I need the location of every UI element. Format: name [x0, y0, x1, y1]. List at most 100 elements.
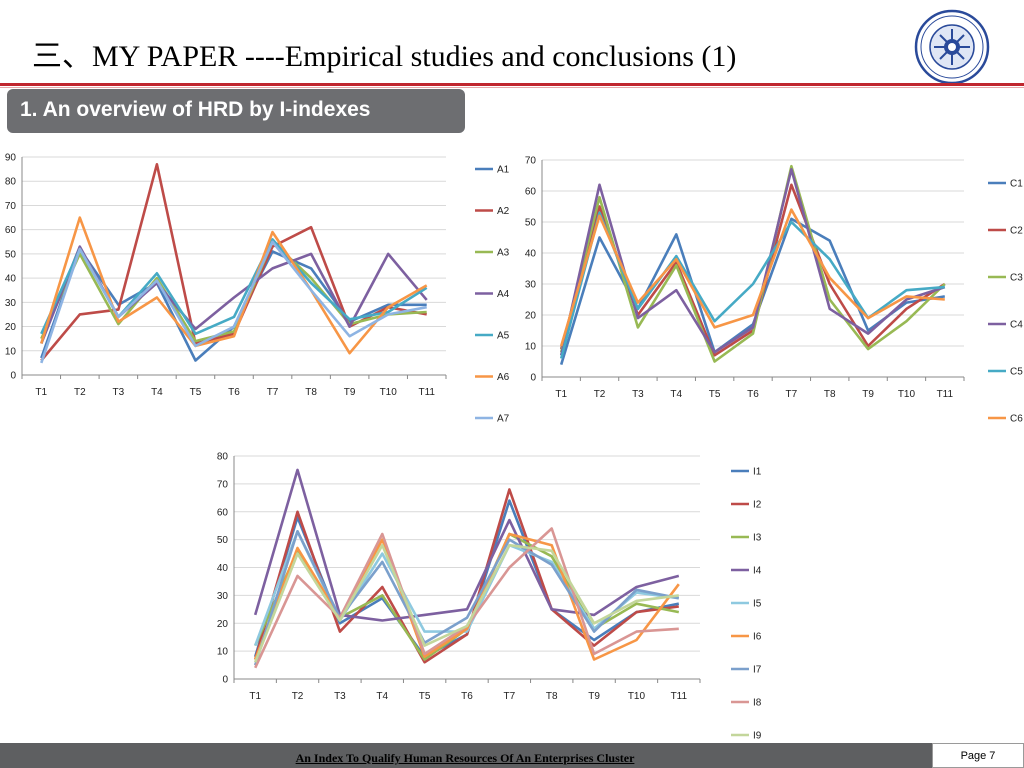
y-tick-label: 30 [5, 298, 17, 309]
series-line-i4 [253, 468, 680, 622]
y-tick-label: 50 [525, 218, 537, 229]
y-tick-label: 70 [525, 156, 537, 167]
legend-label-c5: C5 [1010, 367, 1023, 378]
footer-text: An Index To Qualify Human Resources Of A… [295, 751, 635, 765]
x-tick-label: T8 [305, 387, 317, 398]
y-tick-label: 70 [5, 201, 17, 212]
x-tick-label: T8 [824, 389, 836, 400]
y-tick-label: 0 [222, 675, 228, 686]
x-tick-label: T6 [461, 691, 473, 702]
chart-c-indexes: 0 10 20 30 40 50 60 70 T1 T2 T3 T4 T5 T6 T7 T8 T9 T10 T11 C… [525, 156, 1023, 425]
y-tick-label: 40 [5, 274, 17, 285]
y-tick-label: 20 [217, 619, 229, 630]
x-tick-label: T6 [228, 387, 240, 398]
x-tick-label: T2 [594, 389, 606, 400]
footer-bar [0, 743, 1024, 768]
legend-label-i5: I5 [753, 599, 762, 610]
series-line-c1 [559, 217, 946, 365]
y-tick-label: 30 [217, 591, 229, 602]
legend-label-a5: A5 [497, 331, 510, 342]
y-tick-label: 10 [217, 647, 229, 658]
legend-label-i2: I2 [753, 500, 762, 511]
legend-label-c6: C6 [1010, 414, 1023, 425]
series-line-c6 [559, 208, 945, 347]
legend-label-i4: I4 [753, 566, 762, 577]
university-seal-logo [914, 9, 990, 85]
x-tick-label: T9 [588, 691, 600, 702]
x-tick-label: T5 [419, 691, 431, 702]
section-heading: 1. An overview of HRD by I-indexes [20, 98, 371, 121]
legend-label-i3: I3 [753, 533, 762, 544]
x-tick-label: T5 [709, 389, 721, 400]
x-tick-label: T3 [334, 691, 346, 702]
y-tick-label: 0 [530, 373, 536, 384]
x-tick-label: T3 [113, 387, 125, 398]
y-tick-label: 70 [217, 479, 229, 490]
series-line-i6 [253, 532, 680, 661]
x-tick-label: T7 [267, 387, 279, 398]
x-tick-label: T4 [376, 691, 388, 702]
series-line-a3 [40, 240, 427, 343]
legend-label-a6: A6 [497, 372, 510, 383]
y-tick-label: 20 [5, 322, 17, 333]
x-tick-label: T4 [670, 389, 682, 400]
y-tick-label: 30 [525, 280, 537, 291]
y-tick-label: 10 [5, 346, 17, 357]
series-line-a1 [40, 247, 427, 362]
legend-label-a1: A1 [497, 165, 510, 176]
legend-label-i1: I1 [753, 467, 762, 478]
y-tick-label: 60 [217, 507, 229, 518]
legend-label-i9: I9 [753, 731, 762, 742]
legend-label-c1: C1 [1010, 179, 1023, 190]
series-line-i7 [253, 530, 680, 666]
x-tick-label: T7 [504, 691, 516, 702]
series-line-a6 [40, 216, 428, 355]
x-tick-label: T1 [555, 389, 567, 400]
chart-a-indexes: 0 10 20 30 40 50 60 70 80 90 T1 T2 T3 T4 T5 T6 T7 T8 T9 T10… [5, 153, 510, 425]
legend-label-a4: A4 [497, 289, 510, 300]
y-tick-label: 40 [525, 249, 537, 260]
x-tick-label: T1 [249, 691, 261, 702]
legend-label-i6: I6 [753, 632, 762, 643]
x-tick-label: T7 [786, 389, 798, 400]
y-tick-label: 20 [525, 311, 537, 322]
x-tick-label: T11 [671, 691, 688, 702]
x-tick-label: T9 [862, 389, 874, 400]
header-rule-thin [0, 87, 1024, 88]
page-title: 三、MY PAPER ----Empirical studies and con… [32, 40, 737, 73]
chart-i-indexes: 0 10 20 30 40 50 60 70 80 T1 T2 T3 T4 T5 T6 T7 T8 T9 T10 T1… [217, 452, 762, 742]
y-tick-label: 50 [5, 249, 17, 260]
x-tick-label: T10 [898, 389, 916, 400]
x-tick-label: T8 [546, 691, 558, 702]
legend-label-c4: C4 [1010, 320, 1023, 331]
legend-label-i7: I7 [753, 665, 762, 676]
y-tick-label: 80 [5, 177, 17, 188]
y-tick-label: 90 [5, 153, 17, 164]
legend-label-a2: A2 [497, 206, 510, 217]
y-tick-label: 10 [525, 342, 537, 353]
y-tick-label: 60 [5, 225, 17, 236]
x-tick-label: T9 [344, 387, 356, 398]
series-line-i8 [254, 527, 679, 669]
x-tick-label: T5 [190, 387, 202, 398]
y-tick-label: 0 [10, 371, 16, 382]
section-heading-box [7, 89, 465, 133]
y-tick-label: 40 [217, 563, 229, 574]
y-tick-label: 80 [217, 452, 229, 463]
x-tick-label: T10 [628, 691, 646, 702]
series-line-c3 [559, 164, 946, 363]
x-tick-label: T10 [380, 387, 398, 398]
x-tick-label: T11 [937, 389, 954, 400]
legend-label-c3: C3 [1010, 273, 1023, 284]
series-line-i9 [253, 543, 679, 663]
x-tick-label: T3 [632, 389, 644, 400]
legend-label-a3: A3 [497, 248, 510, 259]
y-tick-label: 50 [217, 535, 229, 546]
x-tick-label: T4 [151, 387, 163, 398]
x-tick-label: T11 [418, 387, 435, 398]
header-rule [0, 83, 1024, 86]
x-tick-label: T2 [74, 387, 86, 398]
legend-label-c2: C2 [1010, 226, 1023, 237]
legend-label-a7: A7 [497, 414, 510, 425]
x-tick-label: T6 [747, 389, 759, 400]
